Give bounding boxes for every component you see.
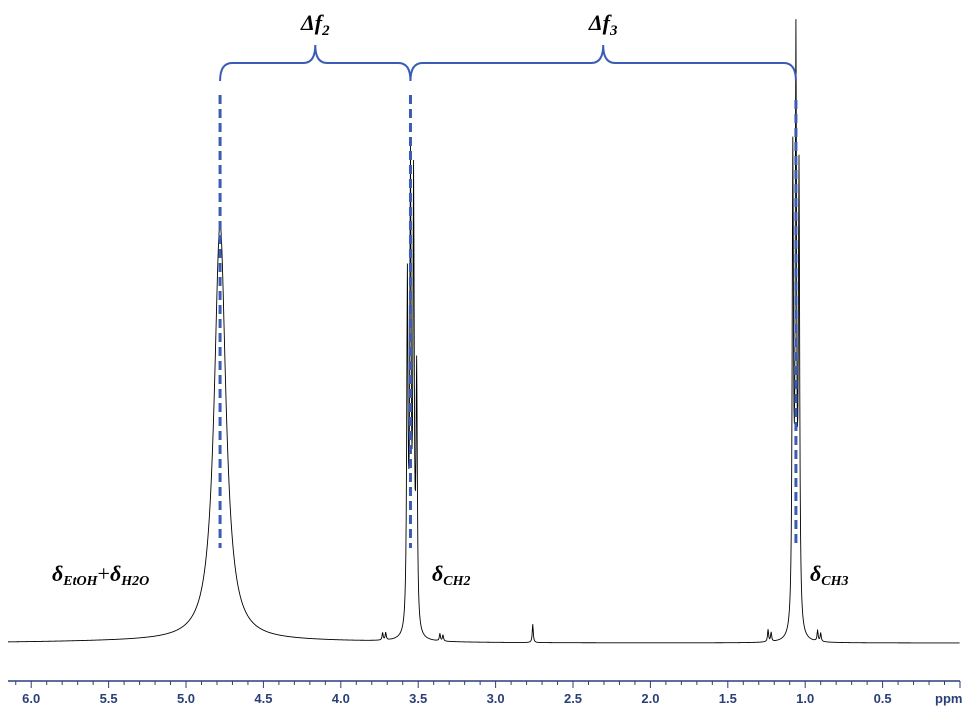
- tick-label: 2.0: [641, 691, 659, 706]
- x-axis-title: ppm: [935, 691, 962, 706]
- ethanol-subscript: EtOH: [62, 574, 98, 589]
- tick-label: 1.5: [719, 691, 737, 706]
- ch2-subscript: CH2: [443, 574, 470, 589]
- ethanol-delta: δ: [52, 561, 63, 586]
- ch2-label: δCH2: [432, 561, 471, 589]
- braces: [219, 44, 797, 82]
- brace-delta-f3: [409, 44, 797, 82]
- water-subscript: H2O: [120, 574, 149, 589]
- delta-f3-label: Δf3: [588, 10, 618, 39]
- tick-label: 2.5: [564, 691, 582, 706]
- ch3-subscript: CH3: [821, 574, 848, 589]
- x-axis-ticks: [15, 681, 961, 688]
- tick-label: 1.0: [796, 691, 814, 706]
- dashed-markers: [218, 95, 798, 548]
- delta-f2-main: Δf: [300, 10, 325, 35]
- x-axis-tick-labels: 6.0 5.5 5.0 4.5 4.0 3.5 3.0 2.5 2.0 1.5 1.0 0.5: [22, 691, 891, 706]
- brace-delta-f2: [219, 44, 412, 82]
- tick-label: 4.0: [332, 691, 350, 706]
- plus-sign: +: [98, 561, 110, 586]
- tick-label: 3.5: [409, 691, 427, 706]
- ch2-delta: δ: [432, 561, 443, 586]
- water-delta: δ: [110, 561, 121, 586]
- tick-label: 3.0: [487, 691, 505, 706]
- tick-label: 5.5: [100, 691, 118, 706]
- delta-f3-subscript: 3: [609, 23, 618, 39]
- ch3-label: δCH3: [810, 561, 849, 589]
- plot-area: [7, 19, 960, 644]
- tick-label: 4.5: [254, 691, 272, 706]
- ethanol-water-label: δEtOH+δH2O: [52, 561, 149, 589]
- delta-f2-subscript: 2: [321, 23, 330, 39]
- tick-label: 5.0: [177, 691, 195, 706]
- tick-label: 6.0: [22, 691, 40, 706]
- x-axis: 6.0 5.5 5.0 4.5 4.0 3.5 3.0 2.5 2.0 1.5 1.0 0.5 ppm: [8, 680, 962, 706]
- delta-f2-label: Δf2: [300, 10, 330, 39]
- tick-label: 0.5: [874, 691, 892, 706]
- ch3-delta: δ: [810, 561, 821, 586]
- delta-f3-main: Δf: [588, 10, 613, 35]
- spectrum-line: [7, 19, 960, 644]
